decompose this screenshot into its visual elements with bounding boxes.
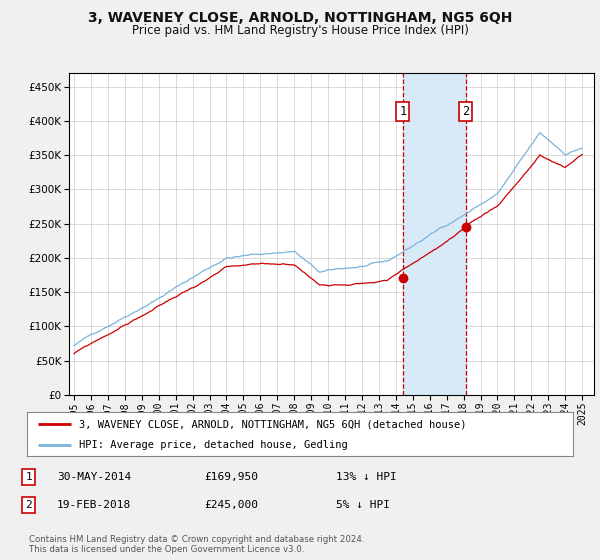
Text: Price paid vs. HM Land Registry's House Price Index (HPI): Price paid vs. HM Land Registry's House … — [131, 24, 469, 37]
Text: 1: 1 — [25, 472, 32, 482]
Text: 2: 2 — [462, 105, 469, 118]
Text: 1: 1 — [399, 105, 406, 118]
Text: £169,950: £169,950 — [204, 472, 258, 482]
Point — [398, 274, 407, 283]
Text: 3, WAVENEY CLOSE, ARNOLD, NOTTINGHAM, NG5 6QH: 3, WAVENEY CLOSE, ARNOLD, NOTTINGHAM, NG… — [88, 11, 512, 25]
Text: 2: 2 — [25, 500, 32, 510]
Text: 5% ↓ HPI: 5% ↓ HPI — [336, 500, 390, 510]
Text: 19-FEB-2018: 19-FEB-2018 — [57, 500, 131, 510]
Text: 30-MAY-2014: 30-MAY-2014 — [57, 472, 131, 482]
Text: 3, WAVENEY CLOSE, ARNOLD, NOTTINGHAM, NG5 6QH (detached house): 3, WAVENEY CLOSE, ARNOLD, NOTTINGHAM, NG… — [79, 419, 466, 429]
Text: HPI: Average price, detached house, Gedling: HPI: Average price, detached house, Gedl… — [79, 440, 347, 450]
Bar — [403, 73, 466, 395]
Text: £245,000: £245,000 — [204, 500, 258, 510]
Point — [461, 222, 470, 231]
Text: Contains HM Land Registry data © Crown copyright and database right 2024.
This d: Contains HM Land Registry data © Crown c… — [29, 535, 364, 554]
Text: 13% ↓ HPI: 13% ↓ HPI — [336, 472, 397, 482]
